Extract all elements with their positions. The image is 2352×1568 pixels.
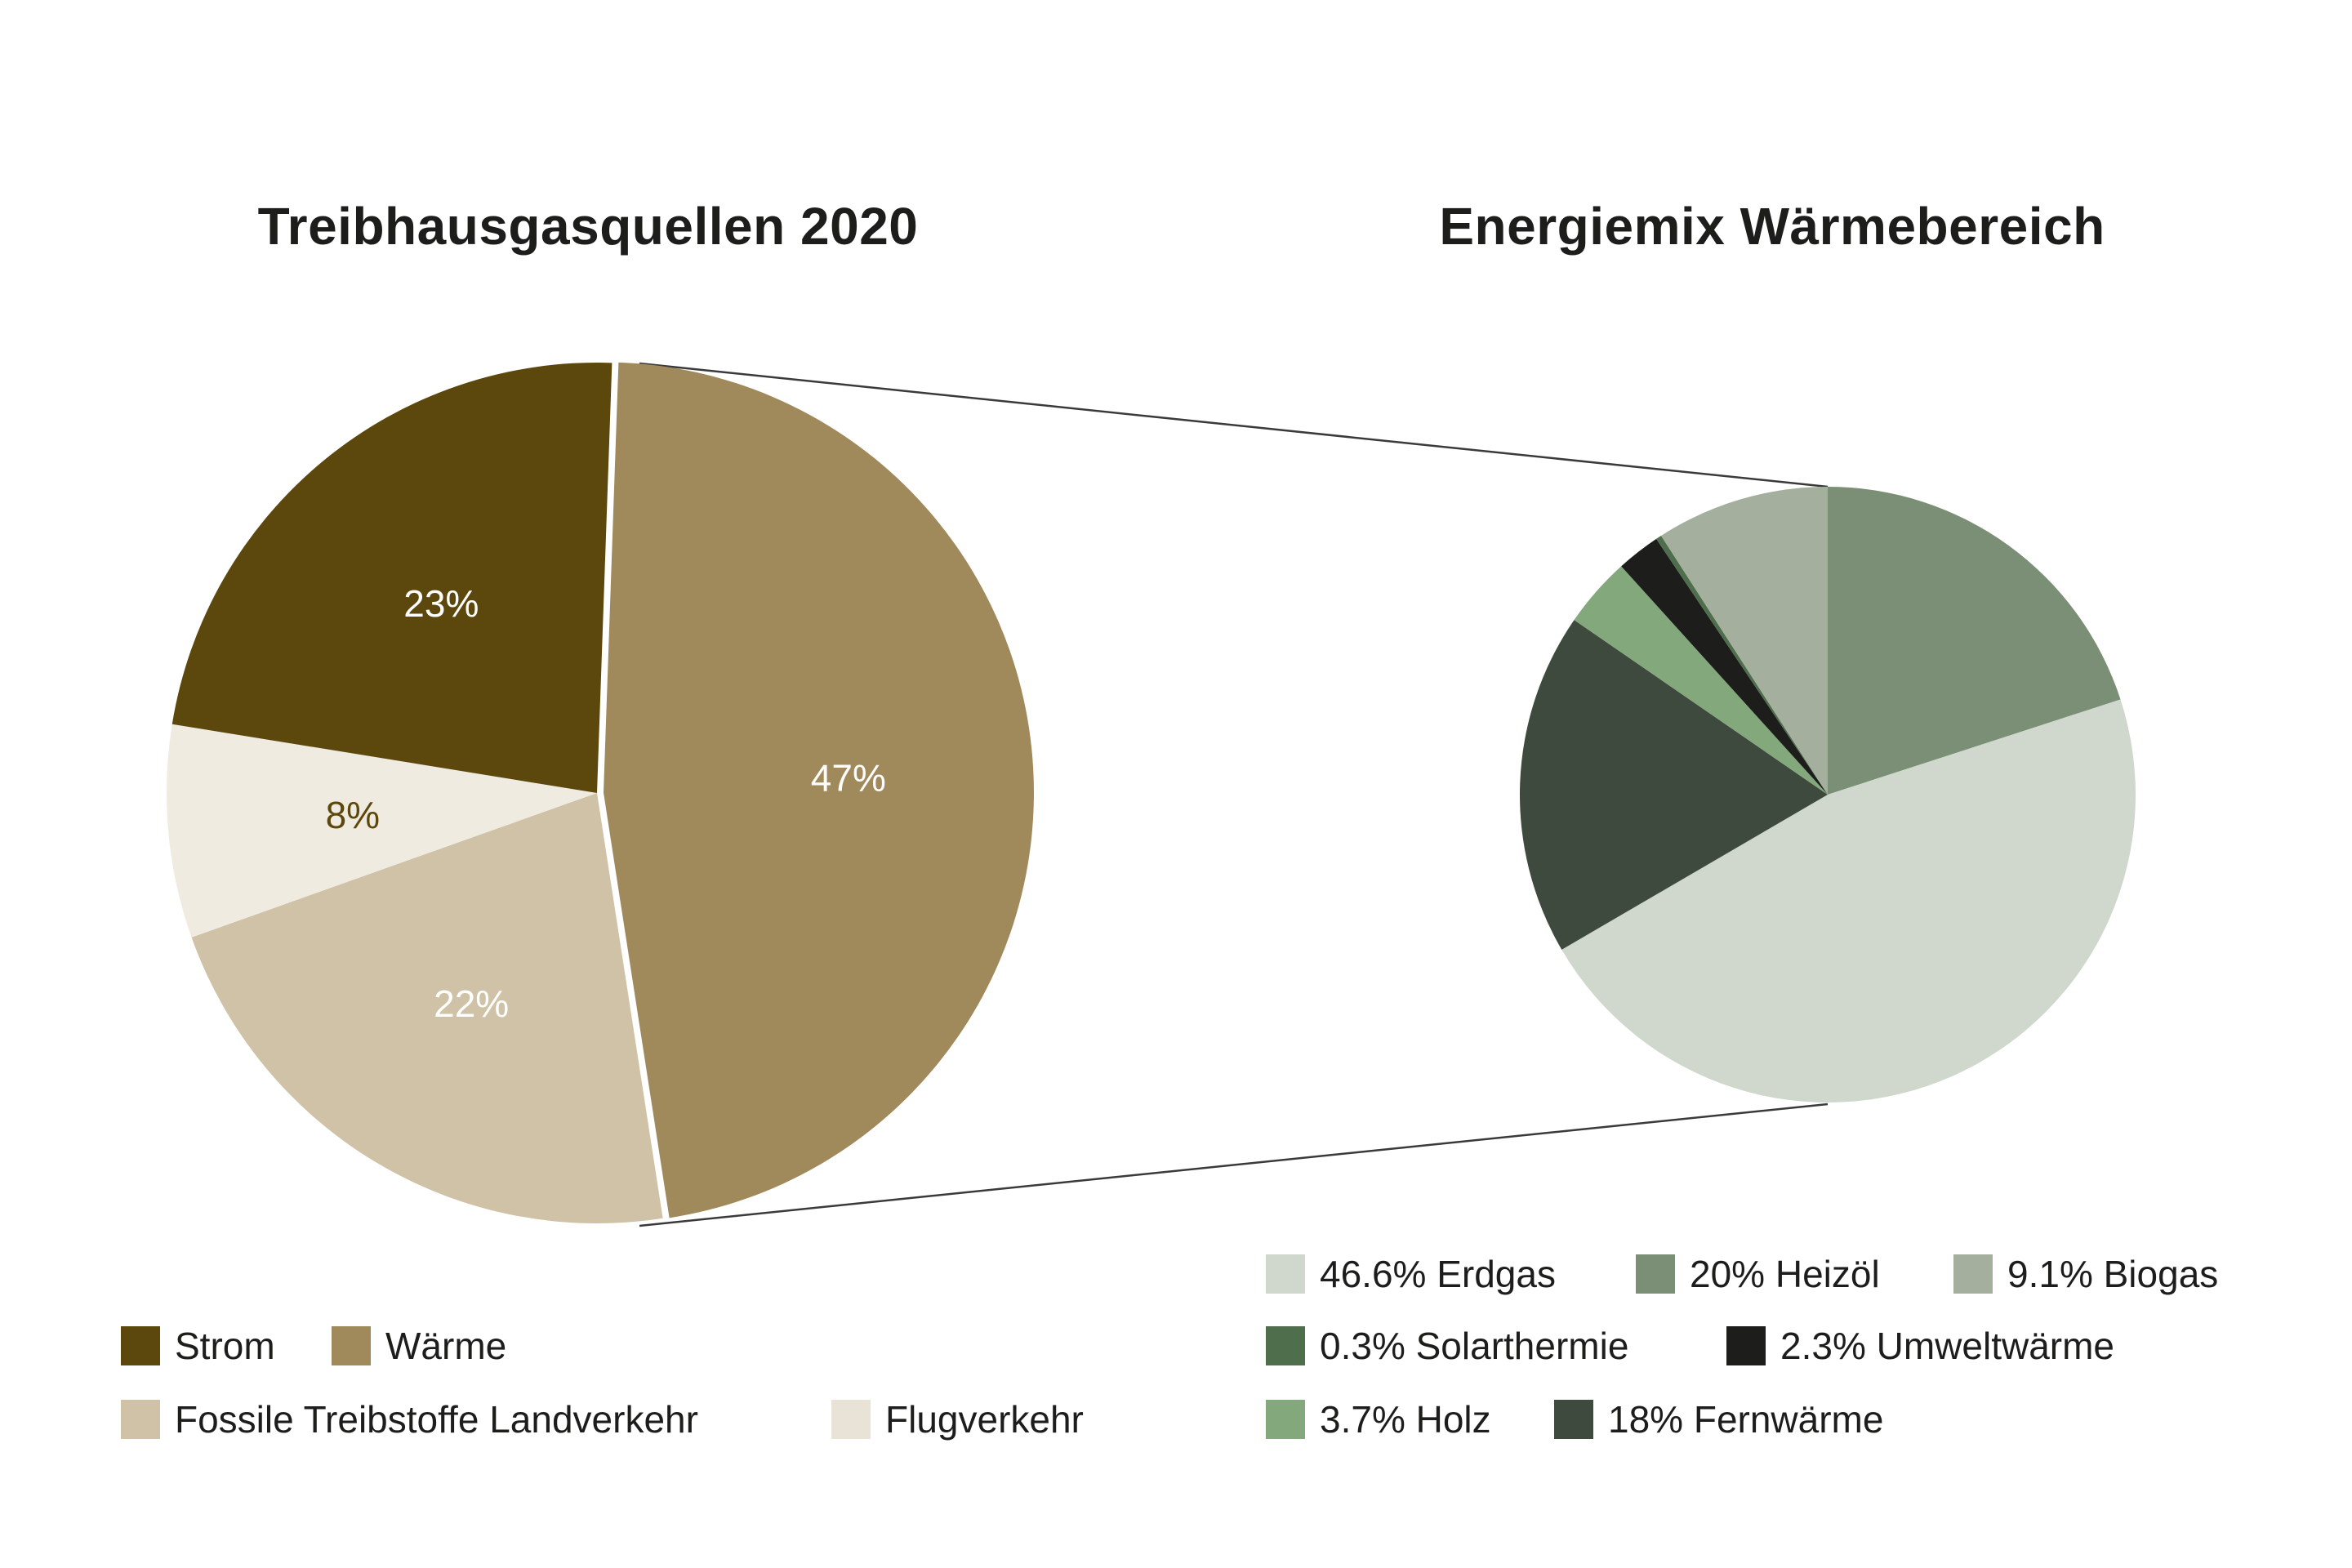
legend-label: 46.6% Erdgas (1320, 1253, 1556, 1295)
heat-energy-mix-pie (1520, 487, 2136, 1102)
zoom-connector-lines (639, 362, 1829, 1227)
legend-label: Wärme (385, 1325, 507, 1367)
legend-swatch-waerme (332, 1326, 371, 1365)
legend-label: 9.1% Biogas (2007, 1253, 2219, 1295)
pie-slice-fernwärme (1520, 620, 1828, 950)
pie-slice-fossile-treibstoffe-landverkehr (191, 793, 663, 1223)
slice-value-label: 23% (403, 582, 479, 625)
greenhouse-gas-pie: 47% 22% 8% 23% (166, 362, 1034, 1223)
pie-slice-biogas (1660, 487, 1828, 795)
pie-slice-holz (1574, 566, 1828, 795)
legend-item-erdgas: 46.6% Erdgas (1266, 1253, 1556, 1295)
legend-swatch-erdgas (1266, 1254, 1305, 1294)
legend-item-waerme: Wärme (332, 1325, 507, 1367)
legend-label: Flugverkehr (885, 1398, 1084, 1441)
pie-slice-wärme (603, 362, 1034, 1218)
connector-line (639, 362, 1829, 488)
pie-slice-strom (172, 363, 612, 793)
slice-value-label: 22% (434, 982, 509, 1025)
legend-item-holz: 3.7% Holz (1266, 1398, 1491, 1441)
legend-item-biogas: 9.1% Biogas (1953, 1253, 2219, 1295)
legend-swatch-flugverkehr (831, 1400, 871, 1439)
legend-label: Fossile Treibstoffe Landverkehr (175, 1398, 698, 1441)
legend-swatch-holz (1266, 1400, 1305, 1439)
legend-item-solarthermie: 0.3% Solarthermie (1266, 1325, 1629, 1367)
connector-line (639, 1102, 1829, 1227)
legend-label: 3.7% Holz (1320, 1398, 1491, 1441)
legend-item-fernwaerme: 18% Fernwärme (1554, 1398, 1884, 1441)
legend-item-heizoel: 20% Heizöl (1636, 1253, 1880, 1295)
legend-label: 18% Fernwärme (1608, 1398, 1884, 1441)
pie-slice-umweltwärme (1621, 538, 1828, 795)
legend-swatch-strom (121, 1326, 160, 1365)
slice-value-label: 47% (811, 757, 886, 800)
legend-swatch-fernwaerme (1554, 1400, 1593, 1439)
pie-slice-flugverkehr (166, 724, 598, 938)
legend-swatch-umweltwaerme (1726, 1326, 1766, 1365)
legend-label: Strom (175, 1325, 275, 1367)
legend-label: 0.3% Solarthermie (1320, 1325, 1629, 1367)
pie-slice-erdgas (1561, 699, 2136, 1102)
legend-item-flugverkehr: Flugverkehr (831, 1398, 1084, 1441)
legend-label: 20% Heizöl (1690, 1253, 1880, 1295)
slice-value-label: 8% (326, 794, 380, 836)
legend-item-fossile-treibstoffe: Fossile Treibstoffe Landverkehr (121, 1398, 698, 1441)
legend-swatch-heizoel (1636, 1254, 1675, 1294)
legend-label: 2.3% Umweltwärme (1780, 1325, 2114, 1367)
legend-swatch-fossile (121, 1400, 160, 1439)
pie-slice-heizöl (1828, 487, 2121, 795)
left-chart-title: Treibhausgasquellen 2020 (257, 197, 919, 256)
legend-swatch-solarthermie (1266, 1326, 1305, 1365)
legend-item-umweltwaerme: 2.3% Umweltwärme (1726, 1325, 2114, 1367)
legend-swatch-biogas (1953, 1254, 1993, 1294)
pie-slice-solarthermie (1656, 535, 1828, 795)
right-chart-title: Energiemix Wärmebereich (1439, 197, 2105, 256)
legend-item-strom: Strom (121, 1325, 275, 1367)
